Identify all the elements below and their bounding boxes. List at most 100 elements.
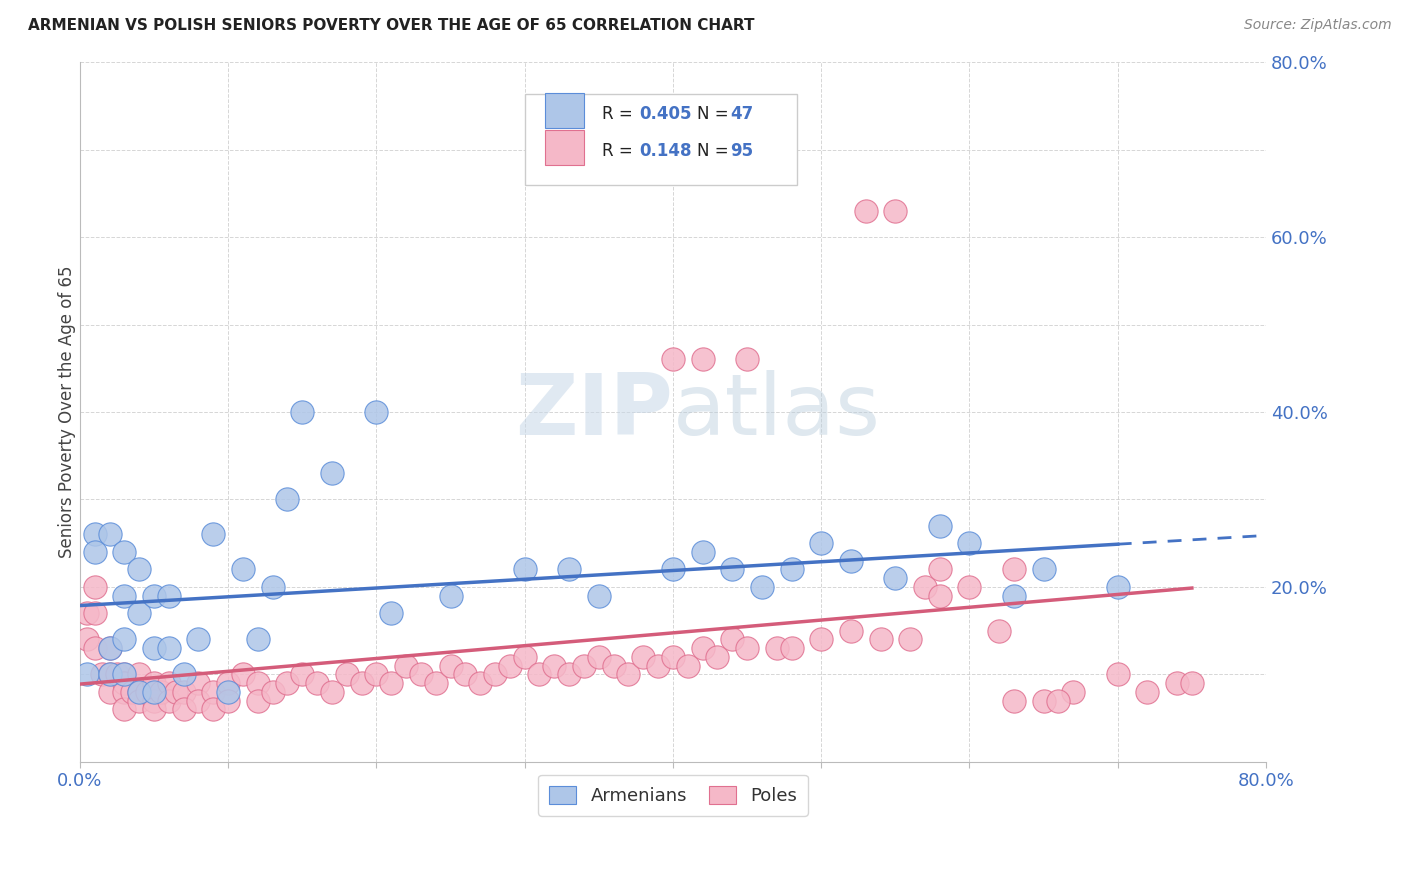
Point	[291, 667, 314, 681]
Point	[1032, 562, 1054, 576]
Text: Source: ZipAtlas.com: Source: ZipAtlas.com	[1244, 18, 1392, 32]
Text: ZIP: ZIP	[515, 370, 673, 453]
Point	[928, 518, 950, 533]
Point	[692, 545, 714, 559]
Point	[647, 658, 669, 673]
Point	[91, 667, 114, 681]
Point	[751, 580, 773, 594]
Point	[128, 693, 150, 707]
Point	[76, 667, 98, 681]
Point	[336, 667, 359, 681]
Point	[633, 649, 655, 664]
Point	[143, 702, 166, 716]
Text: N =: N =	[696, 105, 734, 123]
Point	[884, 571, 907, 585]
Point	[855, 203, 877, 218]
Point	[928, 589, 950, 603]
Point	[187, 676, 209, 690]
Point	[83, 606, 105, 620]
Legend: Armenians, Poles: Armenians, Poles	[538, 774, 808, 815]
Point	[470, 676, 492, 690]
Point	[246, 632, 269, 647]
Point	[662, 352, 685, 367]
Point	[1002, 562, 1025, 576]
Point	[692, 352, 714, 367]
Point	[529, 667, 551, 681]
Point	[588, 589, 610, 603]
Point	[128, 685, 150, 699]
Point	[98, 667, 121, 681]
Point	[366, 667, 388, 681]
Point	[157, 589, 180, 603]
FancyBboxPatch shape	[524, 94, 797, 185]
Point	[321, 685, 343, 699]
Point	[276, 492, 298, 507]
Point	[217, 693, 239, 707]
Point	[112, 702, 135, 716]
Point	[380, 606, 402, 620]
Point	[706, 649, 728, 664]
Point	[128, 606, 150, 620]
Point	[721, 562, 744, 576]
Bar	[546, 130, 583, 165]
Point	[454, 667, 477, 681]
Point	[307, 676, 329, 690]
Point	[76, 606, 98, 620]
Text: 95: 95	[730, 142, 754, 160]
Point	[128, 685, 150, 699]
Point	[1002, 693, 1025, 707]
Point	[143, 676, 166, 690]
Text: atlas: atlas	[673, 370, 882, 453]
Point	[558, 667, 581, 681]
Point	[173, 702, 195, 716]
Point	[276, 676, 298, 690]
Point	[959, 536, 981, 550]
Point	[112, 589, 135, 603]
Point	[499, 658, 522, 673]
Point	[112, 667, 135, 681]
Point	[105, 667, 128, 681]
Point	[914, 580, 936, 594]
Point	[202, 702, 225, 716]
Point	[884, 203, 907, 218]
Point	[513, 562, 536, 576]
Point	[662, 649, 685, 664]
Point	[780, 641, 803, 656]
Point	[143, 693, 166, 707]
Text: 0.405: 0.405	[640, 105, 692, 123]
Point	[143, 589, 166, 603]
Point	[513, 649, 536, 664]
Point	[157, 641, 180, 656]
Point	[1107, 580, 1129, 594]
Point	[165, 685, 187, 699]
Point	[409, 667, 432, 681]
Point	[98, 527, 121, 541]
Point	[543, 658, 565, 673]
Point	[572, 658, 595, 673]
Point	[1032, 693, 1054, 707]
Point	[217, 676, 239, 690]
Point	[439, 658, 461, 673]
Point	[291, 405, 314, 419]
Point	[484, 667, 506, 681]
Point	[121, 685, 143, 699]
Point	[83, 527, 105, 541]
Point	[98, 667, 121, 681]
Point	[135, 685, 157, 699]
Point	[98, 641, 121, 656]
Point	[157, 676, 180, 690]
Point	[350, 676, 373, 690]
Point	[112, 667, 135, 681]
Point	[112, 632, 135, 647]
Point	[98, 641, 121, 656]
Text: 0.148: 0.148	[640, 142, 692, 160]
Point	[202, 527, 225, 541]
Point	[83, 641, 105, 656]
Point	[839, 624, 862, 638]
Point	[173, 667, 195, 681]
Point	[558, 562, 581, 576]
Point	[898, 632, 921, 647]
Point	[676, 658, 699, 673]
Point	[1002, 589, 1025, 603]
Point	[1107, 667, 1129, 681]
